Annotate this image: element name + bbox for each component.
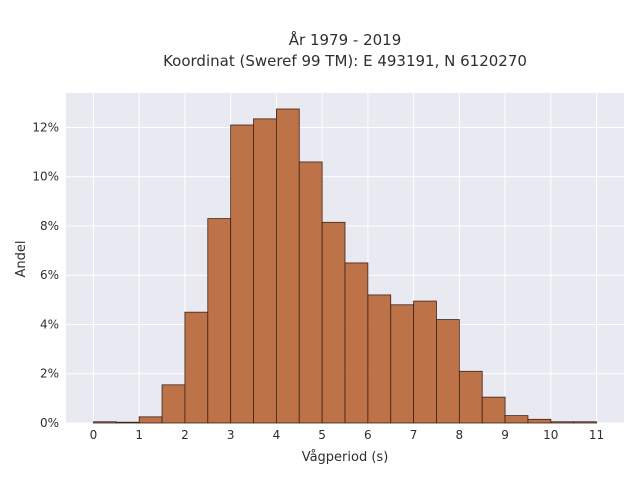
histogram-bar [367, 294, 392, 424]
histogram-bars [93, 108, 597, 424]
x-tick-label: 8 [456, 428, 464, 442]
x-tick-label: 1 [135, 428, 143, 442]
x-tick-label: 2 [181, 428, 189, 442]
histogram-bar [527, 418, 552, 424]
histogram-bar [115, 421, 140, 424]
histogram-bar [458, 370, 483, 424]
y-tick-label: 12% [32, 120, 59, 134]
histogram-bar [184, 311, 209, 424]
histogram-bar [481, 396, 506, 424]
x-tick-label: 9 [501, 428, 509, 442]
x-axis-label: Vågperiod (s) [302, 450, 389, 465]
histogram-bar [161, 384, 186, 424]
histogram-bar [253, 118, 277, 424]
x-tick-label: 7 [410, 428, 418, 442]
histogram-bar [321, 221, 346, 424]
y-tick-label: 0% [40, 416, 59, 430]
x-tick-label: 0 [90, 428, 98, 442]
histogram-bar [390, 304, 415, 424]
histogram-bar [344, 262, 369, 424]
axis-ticks: 0 1 2 3 4 5 6 7 8 9 10 11 0% 2% 4% 6% 8% 10% 12% [32, 120, 604, 442]
x-tick-label: 10 [543, 428, 558, 442]
y-tick-label: 8% [40, 219, 59, 233]
y-tick-label: 10% [32, 170, 59, 184]
histogram-bar [93, 421, 117, 424]
x-tick-label: 3 [227, 428, 235, 442]
y-tick-label: 2% [40, 367, 59, 381]
histogram-bar [275, 108, 300, 424]
chart-title-line2: Koordinat (Sweref 99 TM): E 493191, N 61… [163, 52, 527, 70]
chart-title-line1: År 1979 - 2019 [289, 30, 402, 49]
y-axis-label: Andel [14, 241, 29, 278]
histogram-bar [413, 300, 437, 424]
histogram-bar [573, 421, 597, 424]
histogram-bar [550, 421, 575, 424]
y-tick-label: 4% [40, 317, 59, 331]
histogram-bar [504, 415, 529, 424]
x-tick-label: 4 [273, 428, 281, 442]
histogram-bar [138, 416, 163, 424]
x-tick-label: 11 [589, 428, 604, 442]
histogram-bar [230, 124, 254, 424]
histogram-bar [298, 161, 323, 424]
x-tick-label: 6 [364, 428, 372, 442]
histogram-bar [207, 218, 232, 424]
x-tick-label: 5 [318, 428, 326, 442]
histogram-bar [436, 319, 460, 424]
y-tick-label: 6% [40, 268, 59, 282]
